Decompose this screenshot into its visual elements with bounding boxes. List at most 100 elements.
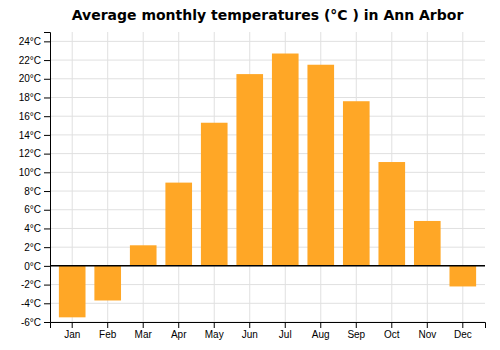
y-tick-mark [44,154,50,155]
bar [130,245,157,266]
y-tick-label: 6°C [24,204,41,215]
x-tick-label: Dec [454,329,472,340]
x-tick-label: Mar [135,329,153,340]
y-tick-label: 24°C [19,36,41,47]
bar [236,74,263,266]
x-tick-mark [391,322,392,328]
y-tick: 14°C [19,130,50,141]
y-axis-line [44,33,51,323]
grid-line [143,32,144,322]
y-tick: -2°C [21,279,50,290]
y-tick-mark [44,60,50,61]
bar [343,101,370,266]
y-tick-label: -4°C [21,298,41,309]
y-tick-label: 18°C [19,92,41,103]
bar [272,54,299,266]
grid-line [50,265,485,266]
y-tick: 6°C [24,204,50,215]
y-tick-mark [44,247,50,248]
y-tick-mark [44,41,50,42]
x-tick-label: Jun [242,329,258,340]
y-tick-mark [44,97,50,98]
grid-line [50,209,485,210]
y-tick-mark [44,135,50,136]
x-tick-label: Nov [418,329,436,340]
bar [307,65,334,266]
x-tick-label: Jan [64,329,80,340]
x-axis-line [51,323,486,329]
x-tick: Oct [384,322,400,340]
y-tick: 4°C [24,223,50,234]
y-tick: -4°C [21,298,50,309]
x-tick-label: Sep [347,329,365,340]
y-tick-label: -6°C [21,317,41,328]
y-tick-label: 12°C [19,148,41,159]
grid-line [50,60,485,61]
y-tick-mark [44,266,50,267]
y-tick: 0°C [24,261,50,272]
x-tick: Dec [454,322,472,340]
x-tick: Sep [347,322,365,340]
y-tick: 8°C [24,186,50,197]
chart-svg: -6°C -4°C -2°C 0°C 2°C 4°C 6°C 8°C 10°C 12°C 14°C 1… [0,0,500,350]
bar [378,162,405,266]
bar [165,183,192,266]
x-tick: Nov [418,322,436,340]
grid-line [50,172,485,173]
x-tick: Aug [312,322,330,340]
grid-line [50,78,485,79]
y-tick-label: 22°C [19,55,41,66]
y-tick-mark [44,285,50,286]
x-tick-mark [427,322,428,328]
grid-line [178,32,179,322]
x-tick: Jan [64,322,80,340]
y-tick-label: 16°C [19,111,41,122]
bar [449,266,476,287]
y-tick-label: 20°C [19,73,41,84]
x-tick-mark [249,322,250,328]
x-tick-mark [320,322,321,328]
x-tick-label: Feb [99,329,117,340]
y-tick-label: 4°C [24,223,41,234]
x-tick-label: Aug [312,329,330,340]
y-tick: 22°C [19,55,50,66]
y-tick-label: 0°C [24,261,41,272]
grid-line [50,97,485,98]
x-tick: Jul [279,322,292,340]
y-tick-mark [44,303,50,304]
y-tick: 18°C [19,92,50,103]
x-tick: Jun [242,322,258,340]
grid-line [50,134,485,135]
x-tick: Mar [135,322,153,340]
x-tick: Apr [171,322,187,340]
y-tick-label: 8°C [24,186,41,197]
y-tick-label: 2°C [24,242,41,253]
y-tick-mark [44,172,50,173]
grid-line [50,41,485,42]
grid-line [50,303,485,304]
bar [414,221,441,266]
x-tick-mark [462,322,463,328]
grid-line [427,32,428,322]
x-tick-mark [178,322,179,328]
y-tick-label: 10°C [19,167,41,178]
x-tick-label: Jul [279,329,292,340]
bars [59,54,476,318]
x-tick: May [205,322,224,340]
y-tick-mark [44,228,50,229]
y-tick-mark [44,116,50,117]
x-tick-mark [143,322,144,328]
bar [201,123,228,266]
x-tick: Feb [99,322,117,340]
bar [94,266,121,301]
y-tick: 16°C [19,111,50,122]
y-tick-mark [44,191,50,192]
x-tick-label: Oct [384,329,400,340]
y-tick-mark [44,210,50,211]
y-tick: 12°C [19,148,50,159]
bar [59,266,86,317]
grid-line [50,116,485,117]
x-tick-mark [285,322,286,328]
x-tick-label: Apr [171,329,187,340]
y-tick-mark [44,322,50,323]
